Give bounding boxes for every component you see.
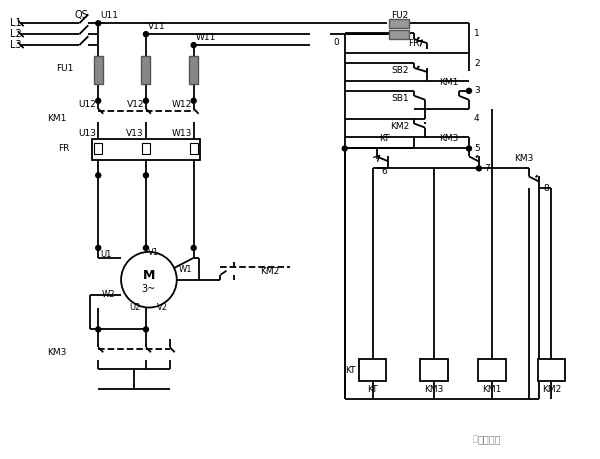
Circle shape <box>466 146 472 151</box>
Text: KM2: KM2 <box>542 385 561 393</box>
Circle shape <box>143 32 148 37</box>
Text: 4: 4 <box>474 114 479 123</box>
Text: QS: QS <box>74 10 88 20</box>
Text: SB2: SB2 <box>392 67 409 75</box>
Circle shape <box>143 173 148 178</box>
Text: KM3: KM3 <box>47 348 67 357</box>
Text: W12: W12 <box>172 100 191 109</box>
Bar <box>189 56 198 84</box>
Bar <box>420 359 448 381</box>
Circle shape <box>466 89 472 93</box>
Text: SB1: SB1 <box>392 94 409 103</box>
Circle shape <box>143 98 148 103</box>
Text: V13: V13 <box>127 129 144 138</box>
Text: U12: U12 <box>79 100 96 109</box>
Bar <box>190 143 197 155</box>
Text: U2: U2 <box>130 303 141 312</box>
Bar <box>142 56 151 84</box>
Text: 🔧: 🔧 <box>472 434 478 443</box>
Text: V2: V2 <box>157 303 168 312</box>
Text: 1: 1 <box>474 29 479 38</box>
Text: W1: W1 <box>179 265 192 274</box>
Text: 7: 7 <box>484 164 490 173</box>
Circle shape <box>191 246 196 250</box>
Text: KT: KT <box>345 366 356 375</box>
Text: 8: 8 <box>544 184 549 193</box>
Text: KT: KT <box>367 385 378 393</box>
Circle shape <box>342 146 347 151</box>
Text: 3: 3 <box>474 86 479 95</box>
Circle shape <box>191 43 196 48</box>
Bar <box>389 30 409 39</box>
Text: L3: L3 <box>10 40 22 50</box>
Text: U11: U11 <box>100 11 118 20</box>
Circle shape <box>121 252 177 308</box>
Circle shape <box>143 327 148 332</box>
Text: KM1: KM1 <box>47 114 67 123</box>
Circle shape <box>191 98 196 103</box>
Circle shape <box>96 21 101 26</box>
Text: U1: U1 <box>100 250 112 259</box>
Text: 2: 2 <box>474 58 479 67</box>
Bar <box>92 139 200 161</box>
Text: KM3: KM3 <box>514 154 533 163</box>
Circle shape <box>96 98 101 103</box>
Text: V12: V12 <box>127 100 144 109</box>
Circle shape <box>96 173 101 178</box>
Bar <box>478 359 506 381</box>
Text: 3~: 3~ <box>142 284 156 294</box>
Text: FR: FR <box>58 144 70 153</box>
Bar <box>94 143 102 155</box>
Bar <box>538 359 565 381</box>
Text: L1: L1 <box>10 18 22 28</box>
Bar <box>142 143 150 155</box>
Circle shape <box>96 246 101 250</box>
Text: V1: V1 <box>148 248 159 257</box>
Text: FU2: FU2 <box>391 11 408 20</box>
Text: V11: V11 <box>148 22 166 31</box>
Circle shape <box>96 327 101 332</box>
Text: FU1: FU1 <box>56 64 73 73</box>
Text: KM3: KM3 <box>439 134 459 143</box>
Text: 5: 5 <box>474 144 479 153</box>
Bar <box>94 56 103 84</box>
Text: FR: FR <box>408 39 419 48</box>
Text: KM1: KM1 <box>439 78 459 87</box>
Text: W11: W11 <box>196 33 216 42</box>
Text: KM2: KM2 <box>260 267 280 276</box>
Text: KT: KT <box>379 134 390 143</box>
Circle shape <box>143 246 148 250</box>
Text: W2: W2 <box>101 290 115 299</box>
Text: KM3: KM3 <box>424 385 444 393</box>
Text: M: M <box>143 269 155 282</box>
Bar <box>359 359 386 381</box>
Text: L2: L2 <box>10 29 22 39</box>
Text: 6: 6 <box>382 167 388 176</box>
Circle shape <box>476 166 481 171</box>
Text: W13: W13 <box>171 129 191 138</box>
Text: KM1: KM1 <box>482 385 502 393</box>
Bar <box>389 19 409 28</box>
Text: U13: U13 <box>78 129 96 138</box>
Text: 0: 0 <box>333 38 339 47</box>
Text: KM2: KM2 <box>390 122 409 131</box>
Text: 技成培训: 技成培训 <box>477 434 500 444</box>
